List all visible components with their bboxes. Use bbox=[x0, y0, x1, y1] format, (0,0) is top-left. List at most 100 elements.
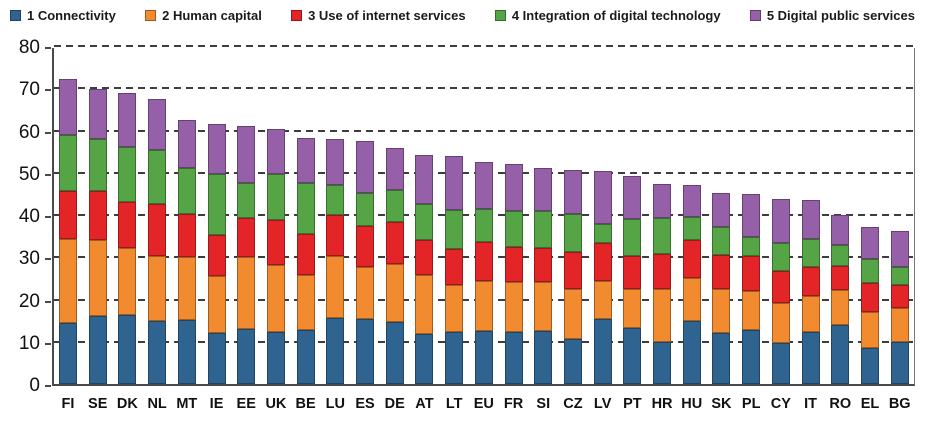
bar-column: AT bbox=[415, 48, 434, 412]
bar-segment bbox=[593, 243, 612, 282]
x-axis-label: IT bbox=[804, 396, 818, 412]
bar-segment bbox=[118, 201, 137, 249]
bar-segment bbox=[563, 338, 582, 384]
bar-segment bbox=[831, 265, 850, 290]
bar-segment bbox=[266, 174, 285, 220]
y-axis-label: 30 bbox=[18, 248, 40, 270]
bar-segment bbox=[148, 149, 167, 204]
bar-column: BG bbox=[889, 48, 911, 412]
x-axis-label: FR bbox=[503, 396, 524, 412]
stacked-bar bbox=[88, 89, 107, 384]
gridline bbox=[54, 129, 914, 132]
bar-column: DE bbox=[385, 48, 405, 412]
bar-segment bbox=[801, 296, 820, 332]
bar-column: UK bbox=[265, 48, 286, 412]
bar-segment bbox=[682, 278, 701, 321]
legend-item: 4 Integration of digital technology bbox=[494, 8, 721, 23]
legend-label: 2 Human capital bbox=[162, 7, 262, 23]
bar-segment bbox=[534, 211, 553, 248]
plot: FI SE DK NL MT IE EE UK BE LU ES DE AT LT EU FR SI CZ LV PT… bbox=[52, 45, 915, 412]
bar-segment bbox=[148, 99, 167, 150]
legend-swatch-icon bbox=[291, 9, 303, 21]
bar-segment bbox=[712, 255, 731, 289]
x-axis-label: LU bbox=[325, 396, 345, 412]
bar-column: CY bbox=[771, 48, 791, 412]
legend-item: 5 Digital public services bbox=[749, 8, 915, 23]
bar-column: SE bbox=[88, 48, 107, 412]
bar-segment bbox=[118, 147, 137, 202]
bar-segment bbox=[356, 318, 375, 384]
stacked-bar bbox=[207, 124, 226, 384]
bar-segment bbox=[296, 183, 315, 235]
stacked-bar bbox=[563, 169, 582, 384]
bar-segment bbox=[326, 215, 345, 256]
bar-segment bbox=[356, 267, 375, 319]
bar-segment bbox=[148, 203, 167, 256]
bar-segment bbox=[59, 322, 77, 384]
bar-segment bbox=[88, 316, 107, 384]
bar-segment bbox=[177, 320, 196, 384]
bar-segment bbox=[385, 321, 404, 384]
bar-segment bbox=[88, 239, 107, 317]
x-axis-label: AT bbox=[415, 396, 434, 412]
bars: FI SE DK NL MT IE EE UK BE LU ES DE AT LT EU FR SI CZ LV PT… bbox=[54, 48, 914, 412]
bar-segment bbox=[653, 254, 672, 290]
bar-segment bbox=[593, 223, 612, 244]
bar-segment bbox=[415, 204, 434, 240]
bar-column: EU bbox=[474, 48, 494, 412]
bar-segment bbox=[534, 247, 553, 282]
bar-segment bbox=[326, 256, 345, 318]
x-axis-label: LT bbox=[445, 396, 463, 412]
bar-segment bbox=[563, 251, 582, 289]
x-axis-label: MT bbox=[176, 396, 198, 412]
bar-segment bbox=[742, 329, 761, 384]
bar-segment bbox=[593, 318, 612, 384]
bar-segment bbox=[623, 256, 642, 289]
stacked-bar bbox=[148, 99, 167, 384]
bar-segment bbox=[326, 139, 345, 186]
x-axis-label: UK bbox=[265, 396, 287, 412]
bar-segment bbox=[296, 275, 315, 330]
bar-column: PT bbox=[623, 48, 642, 412]
stacked-bar bbox=[504, 163, 523, 384]
x-axis-label: EU bbox=[473, 396, 494, 412]
bar-segment bbox=[237, 182, 256, 218]
stacked-bar bbox=[712, 192, 731, 384]
x-axis-label: IE bbox=[209, 396, 224, 412]
bar-segment bbox=[742, 256, 761, 292]
bar-segment bbox=[59, 134, 77, 191]
y-axis-label: 50 bbox=[18, 163, 40, 185]
bar-column: SK bbox=[711, 48, 732, 412]
y-axis-label: 40 bbox=[18, 206, 40, 227]
x-axis-label: HU bbox=[681, 396, 703, 412]
stacked-bar bbox=[296, 138, 315, 384]
bar-column: HR bbox=[652, 48, 673, 412]
bar-segment bbox=[831, 324, 850, 384]
legend-swatch-icon bbox=[749, 9, 761, 21]
bar-segment bbox=[504, 282, 523, 333]
y-axis-label: 70 bbox=[18, 79, 40, 101]
bar-segment bbox=[415, 333, 434, 384]
bar-segment bbox=[415, 155, 434, 205]
bar-segment bbox=[385, 190, 404, 222]
bar-segment bbox=[504, 247, 523, 283]
bar-segment bbox=[860, 283, 879, 312]
bar-segment bbox=[831, 215, 850, 246]
x-axis-label: HR bbox=[651, 396, 673, 412]
y-axis-label: 0 bbox=[29, 375, 40, 396]
bar-segment bbox=[177, 256, 196, 321]
x-axis-label: DE bbox=[384, 396, 405, 412]
y-axis-tick bbox=[45, 131, 51, 134]
bar-column: EE bbox=[237, 48, 256, 412]
x-axis-label: CZ bbox=[563, 396, 583, 412]
x-axis-label: BG bbox=[888, 396, 911, 412]
bar-segment bbox=[801, 239, 820, 268]
legend-swatch-icon bbox=[145, 9, 157, 21]
stacked-bar bbox=[326, 139, 345, 384]
legend-label: 3 Use of internet services bbox=[308, 7, 466, 23]
x-axis-label: SK bbox=[711, 396, 732, 412]
bar-column: PL bbox=[742, 48, 761, 412]
bar-segment bbox=[860, 348, 879, 384]
x-axis-label: SE bbox=[88, 396, 108, 412]
